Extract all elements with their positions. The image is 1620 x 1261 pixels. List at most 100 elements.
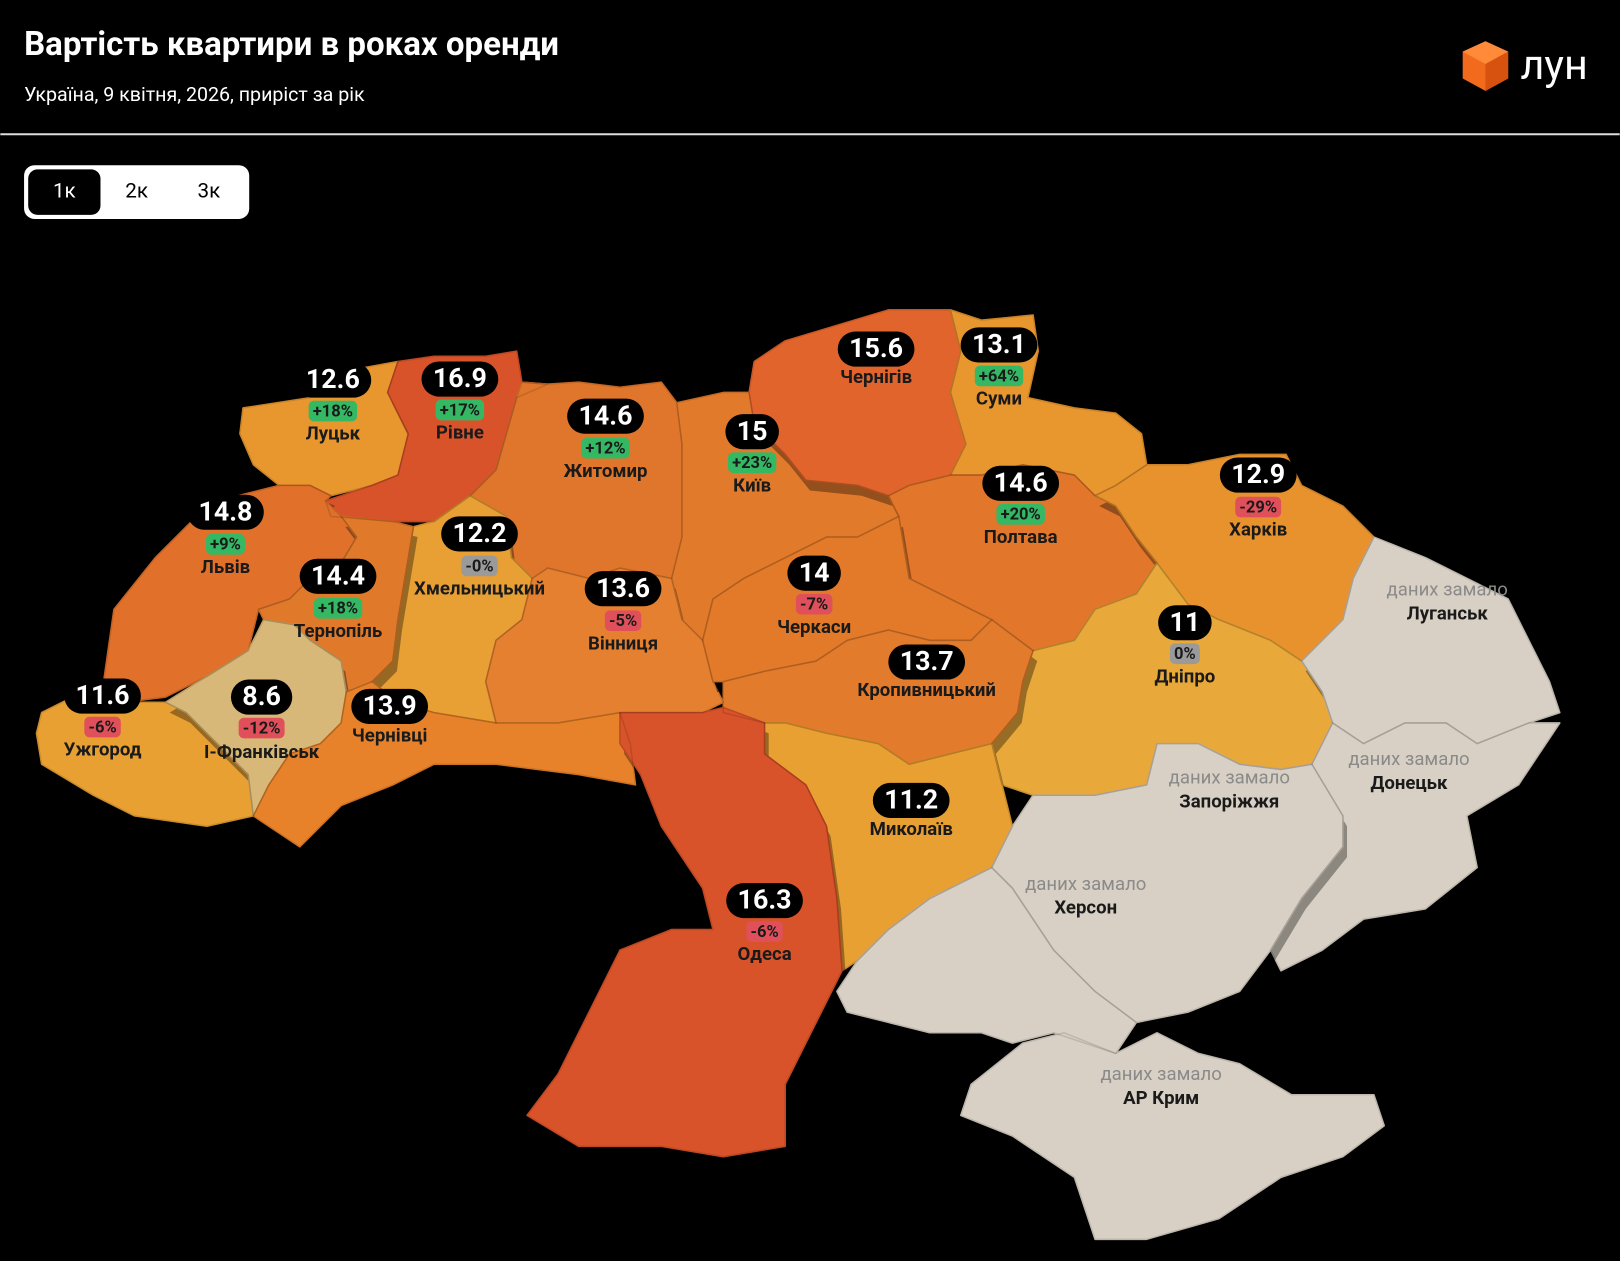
change-badge [795,593,833,615]
change-badge [974,365,1024,387]
change: -6% [750,923,778,942]
value-pill [960,327,1038,363]
logo-text: лун [1521,42,1588,90]
change: -12% [243,719,281,738]
change: -7% [800,596,828,615]
value-pill [441,516,518,552]
region-name: Вінниця [588,632,658,654]
region [102,484,358,704]
region-name: Луцьк [306,423,361,445]
tab[interactable]: 1к [53,180,76,204]
value-pill [888,644,966,680]
region [960,1031,1385,1241]
value: 11.6 [76,679,130,711]
region-border [722,618,1034,766]
tab-selected[interactable] [28,169,101,215]
logo-cube-side [1485,51,1509,91]
value-pill [351,688,429,724]
logo-cube-top [1462,41,1509,65]
region-name: І-Франківськ [204,741,320,763]
value: 14.6 [994,466,1048,498]
note: даних замало [1169,767,1290,789]
value-pill [567,398,644,434]
value: 15.6 [849,332,903,364]
value: 13.9 [363,690,417,722]
value-pill [64,678,141,714]
logo: лун [1462,41,1588,91]
change-badge [313,597,363,619]
region-border [1093,453,1375,662]
change: +17% [440,401,480,420]
value: 12.9 [1231,458,1285,490]
region-name: Чернігів [840,366,912,388]
title: Вартість квартири в роках оренди [24,25,559,64]
value: 13.7 [900,645,954,677]
value: 14.8 [198,495,252,527]
value-pill [187,494,264,530]
region-name: Кропивницький [857,679,996,701]
change: 0% [1174,645,1196,664]
value-pill [230,679,293,715]
region-border [990,742,1344,1024]
region-name: Миколаїв [870,818,953,840]
change: +18% [313,402,353,421]
region-name: АР Крим [1123,1087,1199,1109]
value-pill [1219,457,1297,493]
region-name: Львів [201,556,250,578]
region-name: Рівне [436,422,484,444]
region-border [887,463,1158,652]
region-name: Чернівці [352,724,428,746]
value-pill [837,331,915,367]
value-pill [584,571,662,607]
note: даних замало [1348,748,1469,770]
note: даних замало [1100,1063,1221,1085]
region-name: Полтава [984,526,1058,548]
value-pill [787,555,841,591]
tab[interactable]: 2к [125,180,148,204]
change: +9% [210,536,241,555]
value-pill [299,558,377,594]
region-border [990,561,1334,796]
value: 14.6 [579,399,633,431]
value-pill [982,465,1060,501]
region-border [370,494,534,724]
value: 12.2 [453,517,507,549]
region [526,706,843,1158]
region-name: Дніпро [1155,665,1216,687]
change: -29% [1239,498,1277,517]
region [252,680,637,848]
region-border [252,680,637,848]
change: -6% [88,718,116,737]
region-border [163,618,348,819]
change: +12% [585,440,625,459]
header-panel [0,0,1620,133]
value: 8.6 [242,680,281,712]
change-badge [996,503,1045,525]
note: даних замало [1025,873,1146,895]
region-border [102,484,358,704]
region-border [835,866,1138,1055]
tab[interactable]: 3к [198,180,221,204]
value-pill [1158,605,1212,641]
change-badge [1169,643,1200,665]
region-name: Суми [976,388,1022,410]
value: 13.6 [596,572,650,604]
change: +64% [979,367,1019,386]
change-badge [238,717,285,739]
value-pill [294,362,372,398]
region-name: Одеса [737,943,791,965]
value: 16.3 [738,884,792,916]
change-badge [84,716,121,738]
value-pill [726,883,803,919]
region-border [959,1031,1386,1241]
region-border [701,515,994,683]
value: 13.1 [972,328,1026,360]
region-border [1269,721,1562,972]
region-name: Черкаси [777,616,851,638]
region-name: Житомир [564,460,648,482]
region-name: Запоріжжя [1179,790,1279,812]
value: 11.2 [884,784,938,816]
region-name: Київ [733,474,771,496]
